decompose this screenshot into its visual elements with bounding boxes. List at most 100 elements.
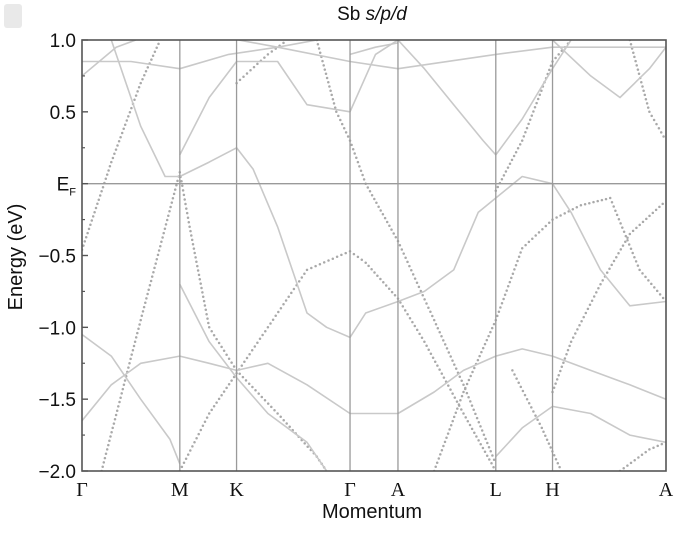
band-dot bbox=[617, 252, 620, 255]
axes-layer: 1.00.5EF−0.5−1.0−1.5−2.0Γ M K Γ A L H A bbox=[38, 31, 673, 501]
band-dot bbox=[252, 65, 256, 69]
band-dot bbox=[415, 328, 419, 332]
band-dot bbox=[440, 372, 444, 375]
band-dot bbox=[556, 461, 560, 465]
band-dot bbox=[195, 436, 198, 440]
band-dot bbox=[150, 275, 154, 278]
band-dot bbox=[282, 303, 285, 306]
band-dot bbox=[472, 408, 475, 412]
band-dot bbox=[481, 346, 485, 350]
band-dot bbox=[107, 169, 110, 172]
band-dot bbox=[322, 261, 326, 264]
band-dot bbox=[114, 413, 118, 417]
band-dot bbox=[534, 234, 537, 237]
kpoint-label: Γ bbox=[76, 479, 88, 501]
band-dot bbox=[306, 445, 309, 448]
band-dot bbox=[464, 416, 467, 419]
band-dot bbox=[122, 127, 125, 131]
band-dot bbox=[102, 461, 106, 464]
grid-layer bbox=[82, 40, 666, 471]
band-dot bbox=[500, 177, 504, 181]
band-dot bbox=[118, 400, 121, 404]
band-dot bbox=[515, 377, 518, 380]
band-dot bbox=[517, 255, 521, 259]
band-dot bbox=[474, 412, 477, 416]
band-dot bbox=[559, 214, 562, 217]
band-dot bbox=[419, 289, 423, 293]
band-dot bbox=[510, 276, 513, 280]
band-dot bbox=[136, 331, 139, 335]
band-dot bbox=[379, 209, 382, 212]
band-dot bbox=[136, 90, 139, 93]
band-dot bbox=[261, 333, 264, 337]
band-dot bbox=[506, 166, 510, 169]
band-dot bbox=[464, 386, 467, 390]
band-dot bbox=[114, 148, 118, 151]
band-dot bbox=[480, 350, 483, 354]
band-dot bbox=[638, 268, 641, 272]
band-dot bbox=[597, 287, 600, 290]
band-dot bbox=[143, 74, 146, 77]
band-dot bbox=[460, 394, 464, 398]
band-dot bbox=[335, 255, 339, 259]
band-dot bbox=[644, 275, 647, 279]
band-dot bbox=[168, 210, 171, 213]
band-dot bbox=[451, 359, 454, 362]
band-dot bbox=[648, 214, 651, 218]
band-dot bbox=[442, 376, 446, 379]
band-dot bbox=[398, 244, 402, 247]
band-dot bbox=[653, 286, 656, 289]
band-dot bbox=[658, 205, 661, 209]
band-dot bbox=[465, 391, 469, 395]
band-dot bbox=[517, 381, 520, 384]
band-dot bbox=[554, 457, 558, 461]
band-dot bbox=[358, 165, 361, 168]
band-dot bbox=[157, 249, 161, 252]
band-dot bbox=[479, 425, 482, 428]
band-dot bbox=[119, 396, 122, 399]
band-dot bbox=[475, 435, 478, 438]
band-dot bbox=[652, 118, 656, 122]
band-dot bbox=[425, 344, 428, 347]
band-dot bbox=[225, 353, 228, 357]
band-dot bbox=[542, 430, 545, 434]
band-line-15 bbox=[179, 283, 328, 471]
band-dot bbox=[117, 405, 120, 408]
band-dot bbox=[373, 197, 376, 201]
band-dot bbox=[316, 42, 320, 46]
band-dot bbox=[635, 226, 638, 230]
band-dots-3 bbox=[235, 41, 285, 85]
band-dot bbox=[109, 435, 112, 438]
band-dot bbox=[335, 110, 338, 114]
band-dot bbox=[263, 56, 266, 59]
band-dot bbox=[144, 70, 148, 73]
band-dot bbox=[640, 453, 644, 457]
band-dot bbox=[230, 361, 233, 364]
band-dot bbox=[183, 198, 186, 201]
band-dot bbox=[524, 243, 527, 247]
band-dot bbox=[571, 336, 575, 339]
band-dot bbox=[417, 285, 421, 289]
band-dot bbox=[258, 337, 262, 341]
band-dot bbox=[222, 349, 226, 353]
band-dot bbox=[437, 457, 441, 460]
band-dot bbox=[452, 415, 456, 419]
band-dot bbox=[469, 374, 472, 378]
band-dot bbox=[427, 306, 430, 309]
y-tick-label: −2.0 bbox=[38, 462, 76, 483]
kpoint-label: L bbox=[490, 479, 502, 501]
band-dot bbox=[636, 264, 640, 267]
chart-title-main: Sb bbox=[337, 4, 366, 25]
band-dot bbox=[122, 383, 126, 387]
logo-mark bbox=[4, 4, 22, 28]
band-dot bbox=[645, 102, 649, 105]
band-dot bbox=[390, 290, 394, 294]
band-dot bbox=[370, 267, 373, 271]
band-dot bbox=[503, 293, 507, 297]
band-dot bbox=[433, 360, 437, 363]
band-dot bbox=[627, 243, 631, 246]
band-dot bbox=[144, 301, 147, 304]
band-dot bbox=[193, 251, 196, 255]
band-dot bbox=[555, 216, 558, 219]
band-dot bbox=[83, 240, 87, 243]
